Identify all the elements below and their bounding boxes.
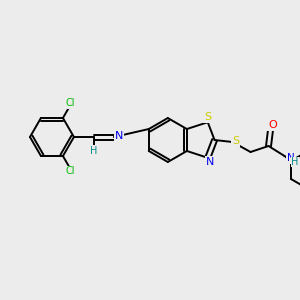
Text: Cl: Cl xyxy=(66,98,75,108)
Text: Cl: Cl xyxy=(66,166,75,176)
Text: N: N xyxy=(115,131,123,141)
Text: H: H xyxy=(292,157,299,167)
Text: O: O xyxy=(268,120,277,130)
Text: H: H xyxy=(90,146,98,156)
Text: S: S xyxy=(232,136,239,146)
Text: N: N xyxy=(206,157,214,167)
Text: N: N xyxy=(286,153,294,163)
Text: S: S xyxy=(204,112,211,122)
